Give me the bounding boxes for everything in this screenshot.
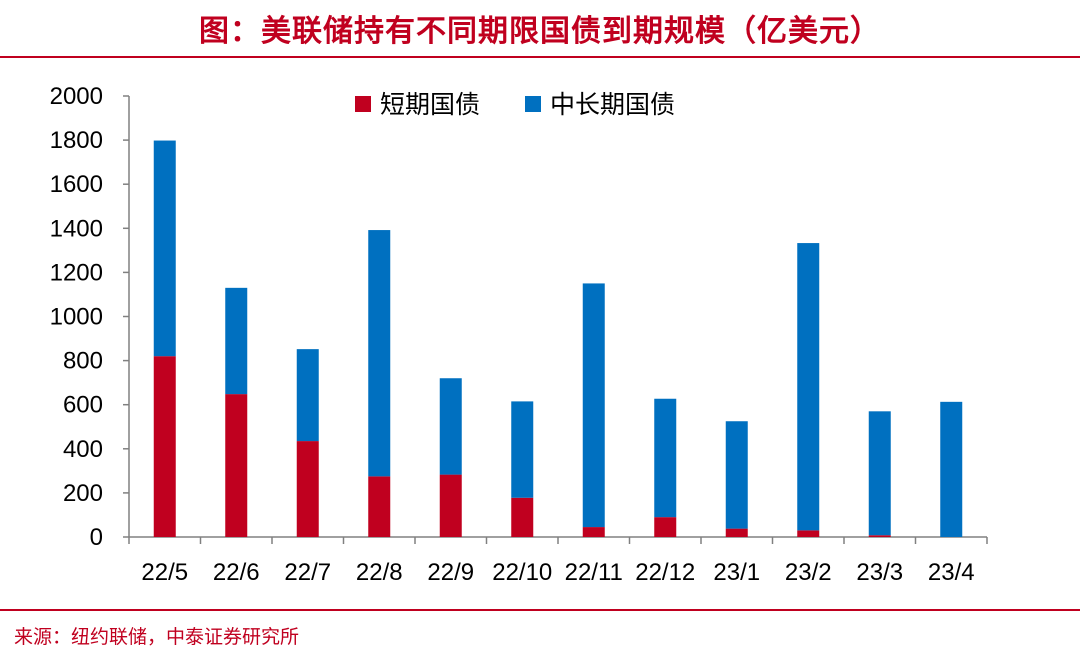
bar-long-22-8 — [368, 230, 391, 477]
legend-label-long: 中长期国债 — [550, 90, 675, 119]
chart-bars — [153, 140, 963, 537]
bar-short-22-10 — [511, 497, 534, 537]
bar-long-23-2 — [797, 243, 820, 531]
x-tick-label: 23/1 — [713, 559, 760, 586]
x-tick-label: 22/5 — [141, 559, 188, 586]
legend-swatch-short — [355, 96, 371, 112]
y-tick-label: 1600 — [50, 171, 103, 198]
y-tick-label: 0 — [90, 524, 103, 551]
bar-short-22-6 — [225, 394, 248, 537]
bar-long-22-12 — [654, 398, 677, 518]
bar-short-22-7 — [296, 441, 319, 537]
footer-divider — [0, 609, 1080, 611]
x-tick-labels: 22/5 22/6 22/7 22/8 22/9 22/10 22/11 22/12 23/1 2… — [141, 559, 974, 586]
bar-long-23-1 — [725, 421, 748, 529]
y-tick-label: 800 — [63, 348, 103, 375]
y-tick-label: 200 — [63, 480, 103, 507]
bar-short-23-1 — [725, 528, 748, 537]
legend-swatch-long — [525, 96, 541, 112]
bar-long-22-7 — [296, 349, 319, 442]
x-tick-label: 22/12 — [635, 559, 695, 586]
x-tick-label: 22/11 — [565, 559, 623, 586]
y-tick-label: 1200 — [50, 259, 103, 286]
bar-short-22-12 — [654, 517, 677, 537]
y-tick-label: 1000 — [50, 304, 103, 331]
y-tick-label: 1800 — [50, 127, 103, 154]
bar-long-23-3 — [868, 411, 891, 536]
title-divider — [0, 56, 1080, 58]
bar-short-22-11 — [582, 527, 605, 537]
y-tick-label: 400 — [63, 436, 103, 463]
chart-axes: 0 200 400 600 800 1000 1200 1400 1600 1800 2000 — [50, 83, 988, 551]
y-tick-label: 2000 — [50, 83, 103, 110]
x-tick-label: 23/2 — [785, 559, 832, 586]
bar-short-22-9 — [439, 474, 462, 537]
bar-long-23-4 — [940, 401, 963, 537]
x-tick-label: 22/7 — [284, 559, 331, 586]
y-tick-label: 600 — [63, 392, 103, 419]
bar-long-22-11 — [582, 283, 605, 528]
chart-title: 图：美联储持有不同期限国债到期规模（亿美元） — [199, 14, 881, 49]
x-tick-label: 22/8 — [356, 559, 403, 586]
bar-short-22-8 — [368, 476, 391, 537]
legend-label-short: 短期国债 — [380, 90, 480, 119]
bar-long-22-6 — [225, 287, 248, 395]
bar-short-22-5 — [153, 356, 176, 537]
y-tick-label: 1400 — [50, 215, 103, 242]
x-tick-label: 23/3 — [856, 559, 903, 586]
bar-long-22-5 — [153, 140, 176, 357]
bar-long-22-10 — [511, 401, 534, 498]
bar-short-23-3 — [868, 535, 891, 537]
x-tick-label: 22/10 — [492, 559, 552, 586]
chart-legend: 短期国债 中长期国债 — [355, 90, 675, 119]
x-tick-label: 23/4 — [928, 559, 975, 586]
source-note: 来源：纽约联储，中泰证券研究所 — [14, 626, 300, 648]
bar-short-23-2 — [797, 530, 820, 537]
x-tick-label: 22/9 — [427, 559, 474, 586]
bar-long-22-9 — [439, 378, 462, 475]
x-tick-label: 22/6 — [213, 559, 260, 586]
